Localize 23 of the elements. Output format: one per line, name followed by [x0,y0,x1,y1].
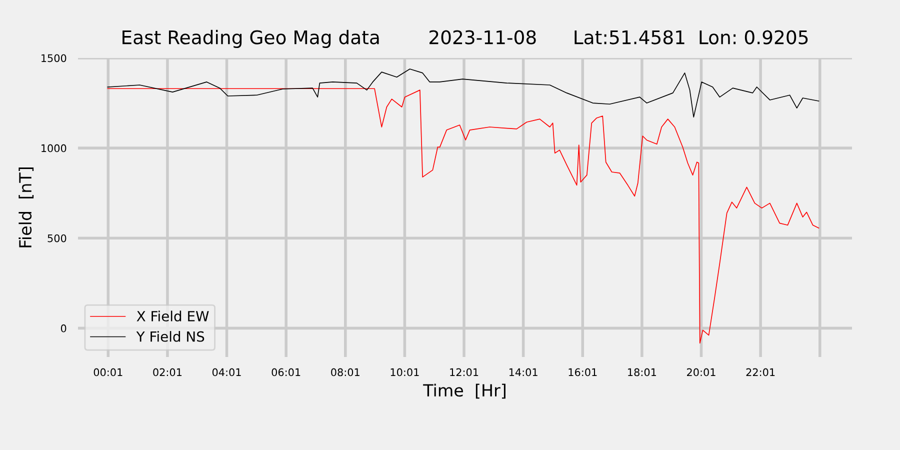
x-axis-title: Time [Hr] [423,384,506,399]
x-tick-label: 14:01 [509,368,538,376]
legend-label: X Field EW [136,310,209,322]
y-axis-title: Field [nT] [18,168,34,248]
y-tick-label: 1500 [42,54,66,62]
x-tick-label: 04:01 [212,368,241,376]
x-tick-label: 10:01 [390,368,419,376]
x-tick-label: 22:01 [746,368,775,376]
chart-title: East Reading Geo Mag data 2023-11-08 Lat:51.4581 Lon: 0.9205 [122,30,808,48]
line-series [107,68,820,118]
y-tick-label: 1000 [42,144,66,152]
x-tick-label: 18:01 [628,368,656,376]
y-tick-label: 0 [60,324,66,332]
x-tick-label: 06:01 [272,368,300,376]
line-series [107,88,820,344]
y-tick-label: 500 [48,234,66,242]
x-tick-label: 20:01 [687,368,716,376]
x-tick-label: 12:01 [450,368,478,376]
x-tick-label: 02:01 [153,368,182,376]
legend-label: Y Field NS [136,331,204,342]
x-tick-label: 16:01 [568,368,597,376]
x-tick-label: 00:01 [94,368,122,376]
x-tick-label: 08:01 [331,368,360,376]
